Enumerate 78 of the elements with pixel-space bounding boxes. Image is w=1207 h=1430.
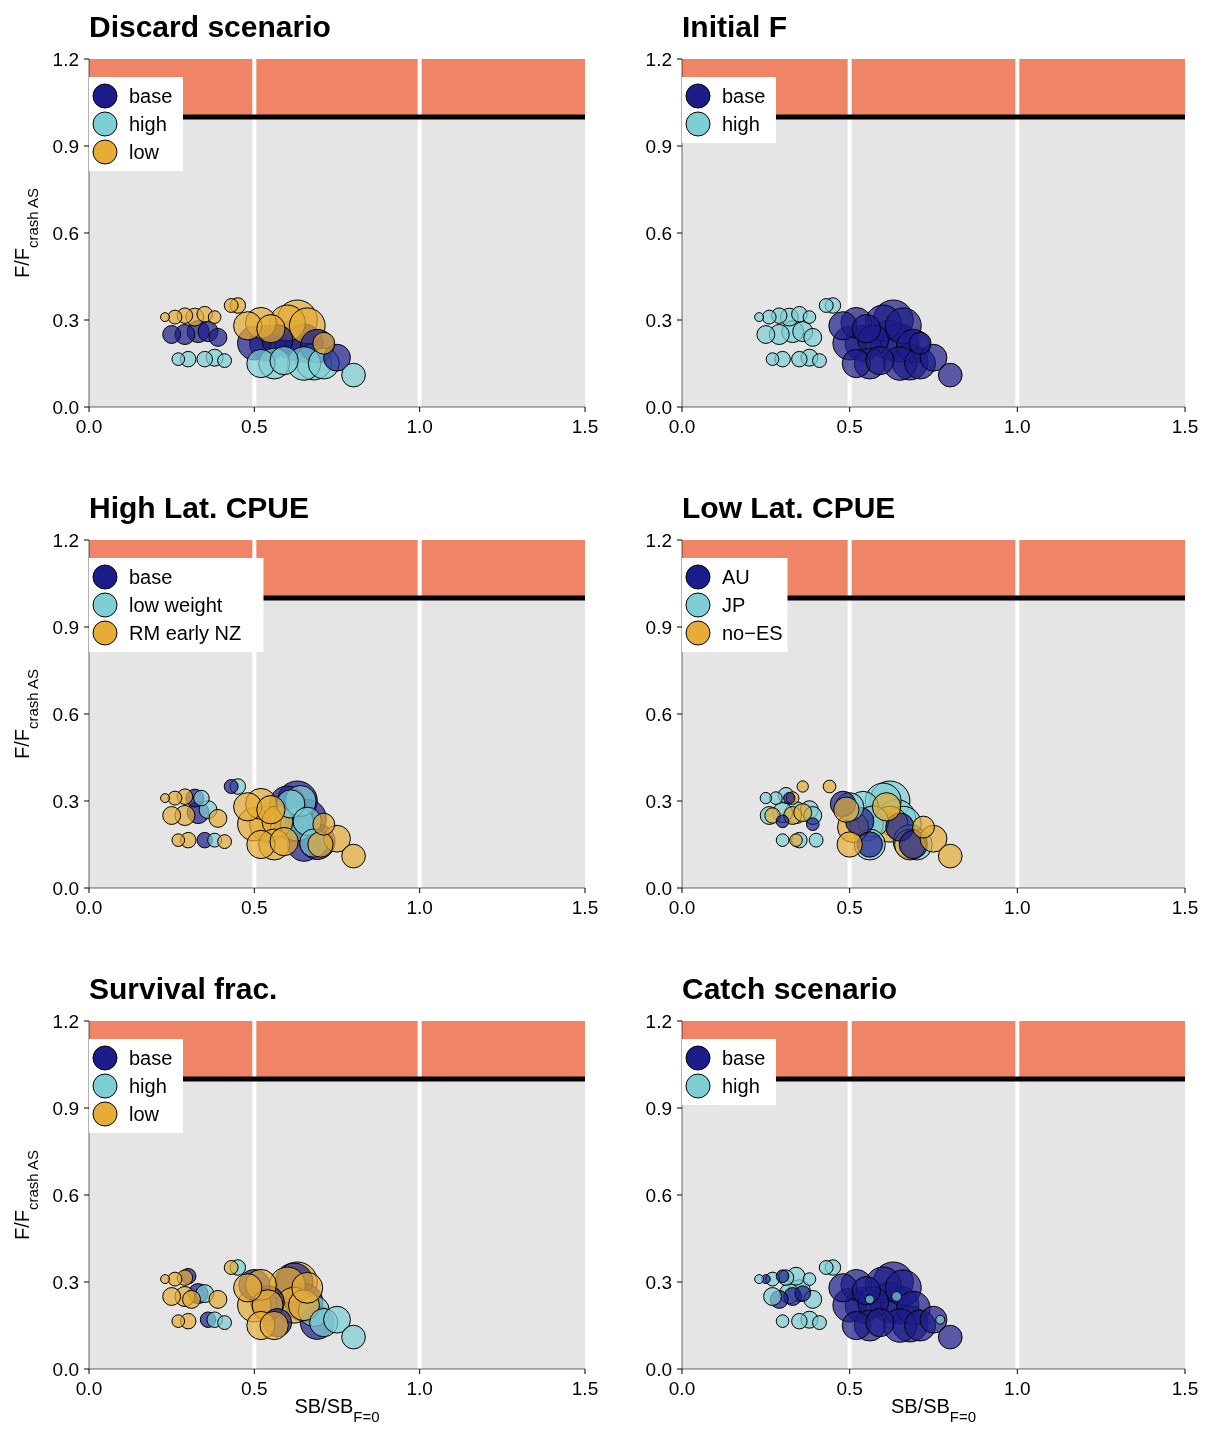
y-tick-label: 0.0 xyxy=(52,397,79,418)
y-tick-label: 1.2 xyxy=(645,530,672,551)
legend-label: RM early NZ xyxy=(129,622,242,644)
legend-label: high xyxy=(129,113,167,135)
x-tick-label: 1.5 xyxy=(1171,1378,1199,1399)
x-tick-label: 1.0 xyxy=(406,1378,433,1399)
y-tick-label: 0.6 xyxy=(645,1185,672,1206)
y-tick-label: 0.0 xyxy=(52,1359,79,1380)
legend-label: base xyxy=(722,1047,766,1069)
x-tick-label: 0.0 xyxy=(75,416,103,437)
y-tick-label: 0.6 xyxy=(52,1185,79,1206)
y-tick-label: 0.6 xyxy=(52,223,79,244)
y-tick-label: 0.0 xyxy=(52,878,79,899)
y-tick-label: 0.9 xyxy=(645,617,672,638)
x-tick-label: 0.5 xyxy=(241,416,268,437)
x-tick-label: 0.0 xyxy=(75,1378,103,1399)
x-tick-label: 0.5 xyxy=(836,416,863,437)
chart-title: Discard scenario xyxy=(89,10,331,43)
chart-title: Catch scenario xyxy=(682,972,898,1005)
y-tick-label: 1.2 xyxy=(645,1011,672,1032)
x-tick-label: 1.0 xyxy=(406,897,433,918)
x-tick-label: 1.5 xyxy=(571,1378,599,1399)
chart-title: High Lat. CPUE xyxy=(89,491,310,524)
legend-label: low xyxy=(129,1103,160,1125)
x-tick-label: 1.0 xyxy=(1004,416,1031,437)
legend-label: no−ES xyxy=(722,622,783,644)
x-tick-label: 1.5 xyxy=(1171,416,1199,437)
x-tick-label: 0.0 xyxy=(668,897,696,918)
y-tick-label: 0.3 xyxy=(645,791,672,812)
y-tick-label: 0.9 xyxy=(645,1098,672,1119)
x-tick-label: 0.5 xyxy=(241,1378,268,1399)
legend-label: high xyxy=(129,1075,167,1097)
y-tick-label: 1.2 xyxy=(645,49,672,70)
x-tick-label: 1.0 xyxy=(1004,1378,1031,1399)
legend-label: AU xyxy=(722,566,750,588)
y-tick-label: 0.3 xyxy=(52,791,79,812)
y-tick-label: 0.3 xyxy=(645,1272,672,1293)
x-tick-label: 0.0 xyxy=(668,416,696,437)
legend-label: high xyxy=(722,113,760,135)
x-axis-title: SB/SB$_{F=0}$ xyxy=(294,1395,380,1425)
y-tick-label: 0.6 xyxy=(645,223,672,244)
legend-label: low xyxy=(129,141,160,163)
legend-label: base xyxy=(129,85,173,107)
legend-label: low weight xyxy=(129,594,223,616)
chart-title: Low Lat. CPUE xyxy=(682,491,896,524)
y-tick-label: 0.9 xyxy=(52,617,79,638)
y-tick-label: 0.9 xyxy=(645,136,672,157)
y-tick-label: 0.9 xyxy=(52,1098,79,1119)
y-tick-label: 0.6 xyxy=(52,704,79,725)
legend-label: high xyxy=(722,1075,760,1097)
y-tick-label: 0.3 xyxy=(52,310,79,331)
y-tick-label: 0.3 xyxy=(645,310,672,331)
legend-label: base xyxy=(722,85,766,107)
x-tick-label: 1.5 xyxy=(571,416,599,437)
x-tick-label: 0.0 xyxy=(668,1378,696,1399)
x-axis-title: SB/SB$_{F=0}$ xyxy=(890,1395,977,1425)
y-tick-label: 0.0 xyxy=(645,1359,672,1380)
x-tick-label: 1.5 xyxy=(1171,897,1199,918)
legend-label: base xyxy=(129,566,173,588)
x-tick-label: 0.5 xyxy=(241,897,268,918)
chart-title: Survival frac. xyxy=(89,972,278,1005)
y-tick-label: 0.6 xyxy=(645,704,672,725)
x-tick-label: 1.5 xyxy=(571,897,599,918)
x-tick-label: 0.5 xyxy=(836,897,863,918)
y-tick-label: 0.0 xyxy=(645,878,672,899)
legend-label: JP xyxy=(722,594,746,616)
x-tick-label: 0.0 xyxy=(75,897,103,918)
chart-title: Initial F xyxy=(682,10,787,43)
y-tick-label: 1.2 xyxy=(52,1011,79,1032)
legend-label: base xyxy=(129,1047,173,1069)
y-tick-label: 0.3 xyxy=(52,1272,79,1293)
y-tick-label: 0.9 xyxy=(52,136,79,157)
y-tick-label: 1.2 xyxy=(52,49,79,70)
y-tick-label: 0.0 xyxy=(645,397,672,418)
x-tick-label: 1.0 xyxy=(406,416,433,437)
y-tick-label: 1.2 xyxy=(52,530,79,551)
x-tick-label: 0.5 xyxy=(836,1378,863,1399)
x-tick-label: 1.0 xyxy=(1004,897,1031,918)
